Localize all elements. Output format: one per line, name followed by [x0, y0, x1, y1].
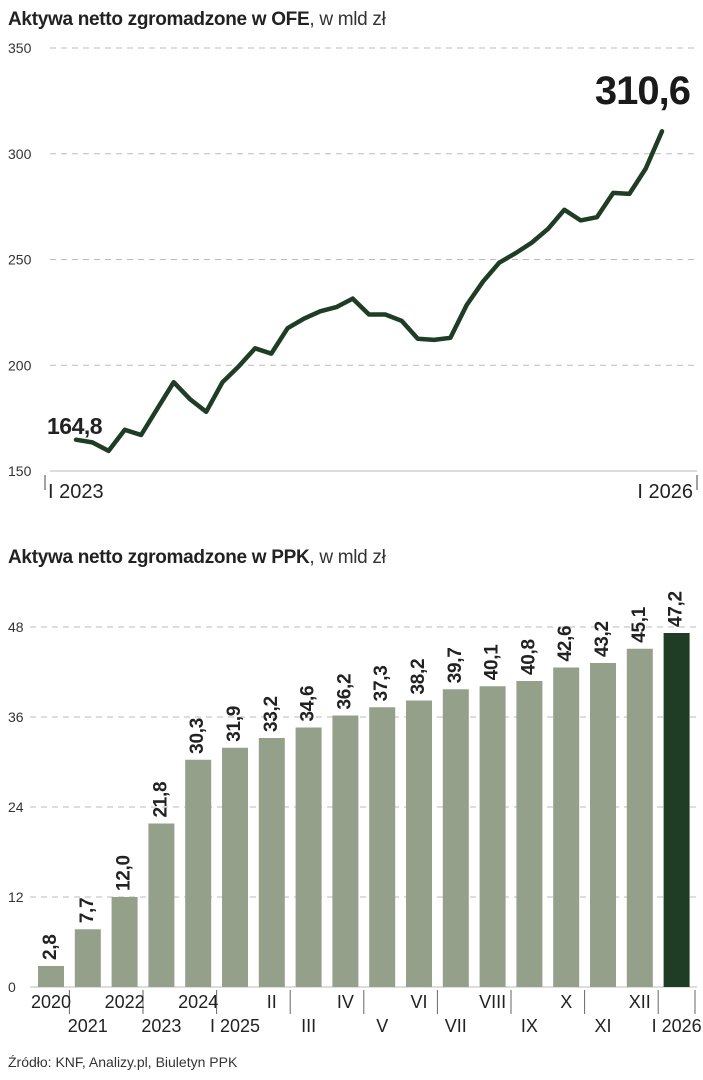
ofe-y-tick-label: 250 — [8, 252, 32, 268]
ppk-x-label: III — [301, 1016, 316, 1036]
ppk-bar-value-label: 33,2 — [261, 696, 282, 732]
ppk-bar-value-label: 40,8 — [518, 639, 539, 675]
ppk-x-label: VI — [410, 992, 427, 1012]
ppk-title-unit: , w mld zł — [309, 547, 386, 568]
ofe-y-tick-label: 200 — [8, 357, 32, 373]
ofe-x-label-start: I 2023 — [48, 481, 104, 503]
ppk-bar — [369, 707, 396, 987]
ppk-bar-value-label: 30,3 — [187, 718, 208, 754]
ppk-x-label: 2020 — [31, 992, 71, 1012]
ppk-x-label: I 2026 — [652, 1016, 702, 1036]
ppk-bar — [258, 738, 285, 987]
ppk-bar — [442, 689, 469, 987]
ppk-x-label: XII — [629, 992, 651, 1012]
ofe-x-label-end: I 2026 — [637, 481, 693, 503]
ppk-bar-value-label: 43,2 — [592, 621, 613, 657]
ppk-bar-value-label: 34,6 — [298, 686, 319, 722]
ppk-y-tick-label: 12 — [8, 889, 24, 905]
ppk-x-label: X — [560, 992, 572, 1012]
ppk-bar — [590, 663, 616, 987]
ppk-chart-title: Aktywa netto zgromadzone w PPK, w mld zł — [8, 547, 386, 569]
ppk-x-label: IV — [337, 992, 354, 1012]
ppk-x-label: VII — [445, 1016, 467, 1036]
ofe-chart-title: Aktywa netto zgromadzone w OFE, w mld zł — [8, 9, 386, 31]
ofe-title-text: Aktywa netto zgromadzone w OFE — [8, 9, 310, 30]
ppk-y-tick-label: 36 — [8, 709, 24, 725]
ppk-bar-value-label: 36,2 — [334, 674, 355, 710]
ppk-bar-value-label: 45,1 — [629, 606, 650, 643]
ppk-bar-value-label: 38,2 — [408, 659, 429, 695]
ofe-y-tick-label: 300 — [8, 146, 32, 162]
ppk-bar-value-label: 21,8 — [150, 782, 171, 818]
ppk-bar — [626, 648, 653, 987]
ppk-bar — [479, 686, 506, 987]
ppk-x-label: XI — [594, 1016, 611, 1036]
ppk-y-tick-label: 24 — [8, 799, 24, 815]
ppk-bar-value-label: 7,7 — [77, 898, 98, 924]
ppk-bar-value-label: 12,0 — [114, 855, 135, 891]
ppk-y-tick-label: 48 — [8, 619, 24, 635]
ofe-last-value-label: 310,6 — [595, 69, 690, 113]
ppk-bar — [406, 700, 432, 987]
ppk-x-label: 2024 — [178, 992, 218, 1012]
ppk-x-label: 2022 — [105, 992, 145, 1012]
ofe-y-tick-label: 150 — [8, 463, 32, 479]
ppk-x-label: V — [376, 1016, 388, 1036]
ppk-bar-value-label: 47,2 — [666, 591, 687, 627]
ppk-bar — [295, 727, 322, 987]
ofe-y-tick-label: 350 — [8, 40, 32, 56]
ppk-bar-value-label: 40,1 — [482, 644, 503, 681]
ppk-bar — [185, 759, 212, 987]
ppk-bar — [148, 823, 175, 987]
ppk-x-label: I 2025 — [210, 1016, 260, 1036]
ppk-bar — [553, 667, 580, 987]
ofe-title-unit: , w mld zł — [309, 9, 386, 30]
ppk-x-label: 2021 — [68, 1016, 108, 1036]
ppk-x-label: IX — [521, 1016, 538, 1036]
ppk-bar-value-label: 31,9 — [224, 706, 245, 742]
ofe-series-line — [73, 129, 665, 454]
ppk-bar-value-label: 37,3 — [371, 666, 392, 702]
ppk-x-label: 2023 — [141, 1016, 181, 1036]
ppk-bar — [74, 929, 101, 987]
ppk-bar — [222, 747, 248, 987]
ppk-bar — [111, 897, 138, 987]
ppk-bar — [332, 715, 359, 987]
ppk-bar — [663, 633, 690, 987]
ppk-bar-value-label: 2,8 — [40, 934, 61, 960]
ppk-bar — [516, 681, 543, 987]
ppk-bar — [38, 966, 64, 987]
ppk-x-label: II — [267, 992, 277, 1012]
ppk-bar-value-label: 42,6 — [555, 626, 576, 662]
ppk-title-text: Aktywa netto zgromadzone w PPK — [8, 547, 310, 568]
ppk-y-tick-label: 0 — [8, 979, 16, 995]
ofe-first-value-label: 164,8 — [47, 413, 103, 439]
ppk-bar-value-label: 39,7 — [445, 648, 466, 684]
source-note: Źródło: KNF, Analizy.pl, Biuletyn PPK — [8, 1054, 238, 1070]
ppk-x-label: VIII — [479, 992, 506, 1012]
